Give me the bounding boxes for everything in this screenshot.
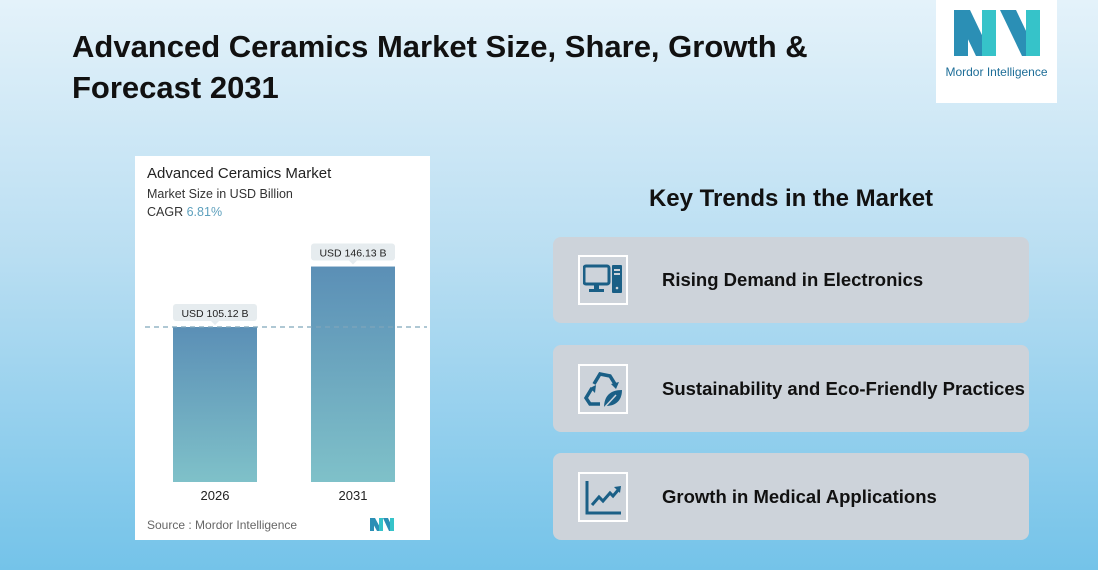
chart-subtitle: Market Size in USD Billion (147, 187, 293, 201)
page-title: Advanced Ceramics Market Size, Share, Gr… (72, 29, 808, 105)
source-text: Source : Mordor Intelligence (147, 518, 298, 532)
trend-card-medical: Growth in Medical Applications (553, 453, 1029, 540)
logo: Mordor Intelligence (936, 0, 1057, 103)
cagr: CAGR 6.81% (147, 205, 222, 219)
cagr-label: CAGR (147, 205, 184, 219)
trend-card-sustainability: Sustainability and Eco-Friendly Practice… (553, 345, 1029, 432)
recycle-leaf-icon (578, 363, 628, 414)
trend-card-electronics: Rising Demand in Electronics (553, 237, 1029, 323)
x-tick-label: 2031 (339, 488, 368, 503)
bar-2031 (311, 266, 395, 482)
trend-label: Rising Demand in Electronics (662, 269, 924, 290)
bar-chart: USD 105.12 B 2026 USD 146.13 B 2031 (145, 243, 427, 503)
data-label: USD 105.12 B (181, 308, 248, 320)
trends-heading: Key Trends in the Market (648, 185, 934, 212)
trend-label: Growth in Medical Applications (662, 485, 937, 507)
growth-chart-icon (578, 471, 628, 522)
data-label-pointer (349, 260, 357, 265)
data-label-bg (173, 304, 257, 321)
chart-title: Advanced Ceramics Market (147, 165, 332, 182)
x-tick-label: 2026 (201, 488, 230, 503)
mordor-logo-icon (953, 10, 1040, 56)
source-logo-icon (370, 518, 394, 531)
computer-icon (578, 255, 628, 305)
data-label: USD 146.13 B (319, 248, 386, 260)
data-label-pointer (211, 321, 219, 325)
data-label-bg (311, 243, 395, 261)
cagr-value: 6.81% (186, 205, 223, 219)
logo-text: Mordor Intelligence (945, 65, 1048, 79)
chart-card: Advanced Ceramics Market Market Size in … (135, 156, 430, 540)
trend-label: Sustainability and Eco-Friendly Practice… (662, 377, 1025, 399)
bar-2026 (173, 327, 257, 482)
